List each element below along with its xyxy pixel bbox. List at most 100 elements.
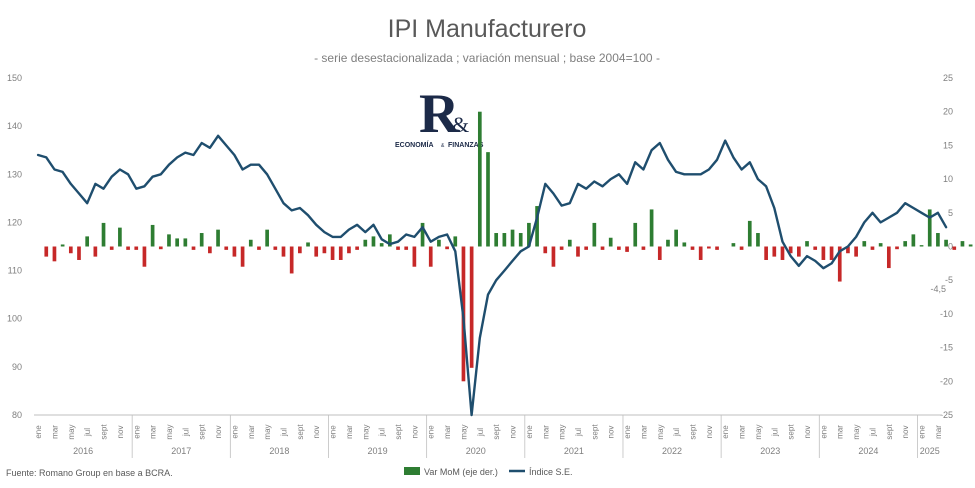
mom-bar xyxy=(657,246,662,260)
mom-bar xyxy=(666,239,670,247)
y-right-tick-label: 15 xyxy=(943,140,953,150)
y-right-tick-label: -20 xyxy=(940,376,953,386)
x-month-label: jul xyxy=(574,428,583,437)
mom-bar xyxy=(919,245,924,247)
mom-bar xyxy=(674,229,678,247)
x-month-label: mar xyxy=(50,425,59,439)
logo-ampersand: & xyxy=(452,112,469,137)
x-month-label: sept xyxy=(394,424,403,440)
index-line xyxy=(36,134,948,417)
mom-bar xyxy=(813,246,818,250)
chart-title: IPI Manufacturero xyxy=(388,15,587,43)
x-axis: ene mar may jul sept nov ene mar may jul sept nov en… xyxy=(34,415,943,458)
x-month-label: jul xyxy=(279,428,288,437)
mom-bar xyxy=(420,222,425,247)
x-month-label: jul xyxy=(770,428,779,437)
x-month-label: mar xyxy=(149,425,158,439)
mom-bar xyxy=(85,236,90,247)
x-month-label: sept xyxy=(590,424,599,440)
mom-bar xyxy=(306,242,310,247)
mom-bar xyxy=(559,246,564,250)
mom-bar xyxy=(289,246,294,274)
x-month-label: ene xyxy=(623,425,632,439)
mom-bar xyxy=(158,246,163,250)
mom-bar xyxy=(927,209,932,247)
mom-bar xyxy=(126,246,130,250)
mom-bar xyxy=(690,246,695,250)
logo: R & ECONOMÍA & FINANZAS xyxy=(395,83,484,149)
y-left-tick-label: 150 xyxy=(7,73,22,83)
x-month-label: mar xyxy=(836,425,845,439)
mom-bar xyxy=(44,246,49,257)
x-year-label: 2022 xyxy=(662,446,682,456)
mom-bar xyxy=(101,222,106,247)
last-value-label: -4,5 xyxy=(930,284,946,294)
x-month-label: mar xyxy=(345,425,354,439)
x-month-label: sept xyxy=(689,424,698,440)
mom-bar xyxy=(911,234,916,247)
mom-bar xyxy=(93,246,98,257)
y-right-tick-label: -15 xyxy=(940,343,953,353)
x-month-label: ene xyxy=(230,425,239,439)
x-year-label: 2024 xyxy=(858,446,878,456)
y-left-tick-label: 140 xyxy=(7,121,22,131)
mom-bar xyxy=(428,246,433,267)
mom-bar xyxy=(592,222,597,247)
mom-bar xyxy=(625,246,629,252)
legend-label-index: Índice S.E. xyxy=(529,467,573,477)
x-month-label: nov xyxy=(214,426,223,439)
source-note: Fuente: Romano Group en base a BCRA. xyxy=(6,468,173,478)
y-right-tick-label: 5 xyxy=(948,208,953,218)
mom-bar xyxy=(846,246,850,254)
mom-bar xyxy=(437,239,441,247)
mom-bar xyxy=(477,111,482,247)
mom-bar xyxy=(510,229,515,247)
mom-bar xyxy=(543,246,548,254)
mom-bar xyxy=(862,241,867,247)
mom-bar xyxy=(731,243,736,247)
mom-bar xyxy=(780,246,785,260)
x-year-label: 2019 xyxy=(368,446,388,456)
mom-bar xyxy=(265,229,269,247)
x-month-label: may xyxy=(361,424,370,439)
y-left-tick-label: 80 xyxy=(12,410,22,420)
chart-subtitle: - serie desestacionalizada ; variación m… xyxy=(314,51,660,65)
legend-swatch-var-mom xyxy=(404,467,420,475)
mom-bar xyxy=(952,246,957,250)
x-month-label: nov xyxy=(607,426,616,439)
mom-bar xyxy=(396,246,400,250)
y-left-tick-label: 110 xyxy=(8,266,22,276)
logo-text-small: & xyxy=(441,143,445,149)
mom-bar xyxy=(960,241,965,247)
mom-bar xyxy=(281,246,286,257)
x-month-label: jul xyxy=(672,428,681,437)
x-month-label: nov xyxy=(705,426,714,439)
mom-bar xyxy=(641,246,646,250)
x-year-label: 2016 xyxy=(73,446,93,456)
mom-bar xyxy=(150,224,155,247)
mom-bar xyxy=(764,246,768,260)
mom-bar xyxy=(584,246,589,250)
y-left-tick-label: 120 xyxy=(7,217,22,227)
legend: Var MoM (eje der.) Índice S.E. xyxy=(404,467,573,477)
mom-bar xyxy=(240,246,245,267)
mom-bar xyxy=(486,152,490,247)
x-month-label: sept xyxy=(100,424,109,440)
x-month-label: mar xyxy=(639,425,648,439)
y-right-tick-label: -5 xyxy=(945,275,953,285)
mom-bar xyxy=(183,238,188,247)
logo-text-2: FINANZAS xyxy=(448,142,484,149)
mom-bar xyxy=(895,246,899,250)
mom-bar xyxy=(469,246,474,368)
x-month-label: jul xyxy=(868,428,877,437)
index-series-line xyxy=(36,134,948,417)
mom-bar xyxy=(404,246,409,250)
mom-bar xyxy=(854,246,858,257)
mom-bar xyxy=(608,237,613,247)
mom-bar xyxy=(821,246,826,260)
x-month-label: nov xyxy=(312,426,321,439)
mom-bar xyxy=(715,246,719,250)
mom-bar xyxy=(387,234,392,247)
mom-bar xyxy=(870,246,875,250)
mom-bar xyxy=(649,209,654,247)
